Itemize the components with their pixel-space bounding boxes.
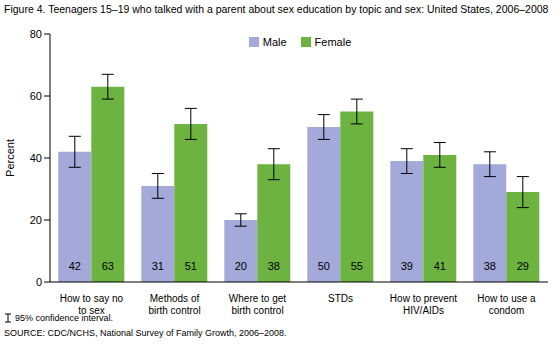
svg-text:51: 51: [185, 260, 197, 272]
svg-text:60: 60: [30, 90, 42, 102]
svg-text:20: 20: [30, 214, 42, 226]
svg-text:STDs: STDs: [328, 293, 353, 304]
svg-text:39: 39: [401, 260, 413, 272]
svg-text:How to use acondom: How to use acondom: [477, 293, 536, 316]
html-text:Female: Female: [314, 36, 352, 48]
svg-text:42: 42: [69, 260, 81, 272]
svg-text:Where to getbirth control: Where to getbirth control: [229, 293, 286, 316]
svg-text:29: 29: [517, 260, 529, 272]
svg-text:80: 80: [30, 28, 42, 40]
svg-text:38: 38: [484, 260, 496, 272]
html-text:95% confidence interval.: 95% confidence interval.: [15, 313, 114, 323]
svg-text:55: 55: [351, 260, 363, 272]
svg-text:38: 38: [268, 260, 280, 272]
svg-text:How to preventHIV/AIDs: How to preventHIV/AIDs: [390, 293, 457, 316]
svg-text:41: 41: [434, 260, 446, 272]
html-text:Figure 4. Teenagers 15–19 who: Figure 4. Teenagers 15–19 who talked wit…: [4, 3, 549, 15]
svg-text:0: 0: [36, 276, 42, 288]
html-text:Male: Male: [262, 36, 287, 48]
svg-text:How to say noto sex: How to say noto sex: [60, 293, 124, 316]
svg-text:63: 63: [102, 260, 114, 272]
svg-text:40: 40: [30, 152, 42, 164]
svg-text:20: 20: [235, 260, 247, 272]
html-text:SOURCE: CDC/NCHS, National Sur: SOURCE: CDC/NCHS, National Survey of Fam…: [4, 328, 287, 338]
svg-text:31: 31: [152, 260, 164, 272]
svg-text:Methods ofbirth control: Methods ofbirth control: [148, 293, 200, 316]
svg-text:Percent: Percent: [8, 139, 16, 177]
svg-text:50: 50: [318, 260, 330, 272]
